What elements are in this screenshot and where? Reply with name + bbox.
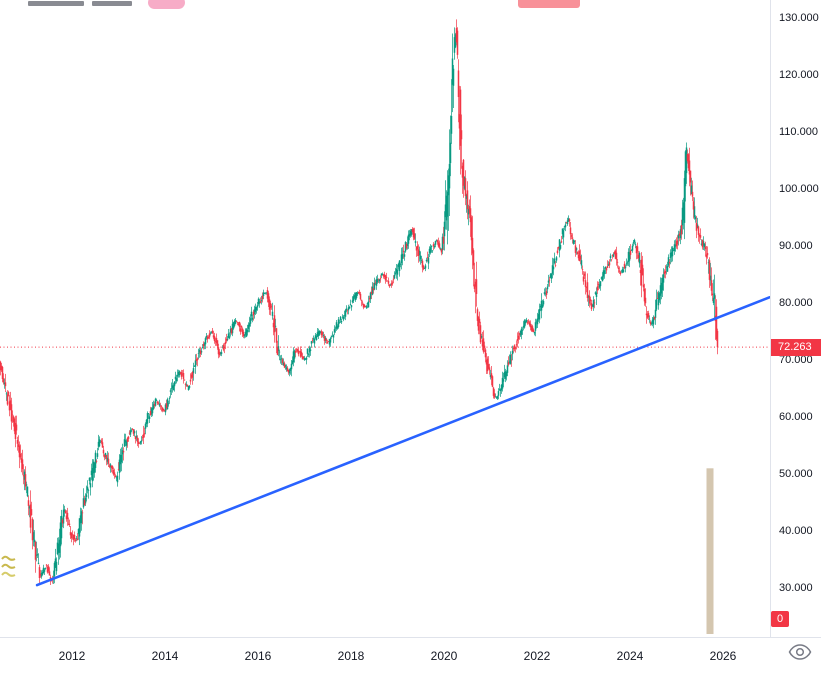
price-tick: 70.000 [779, 354, 813, 366]
price-tick: 50.000 [779, 468, 813, 480]
price-tick: 60.000 [779, 411, 813, 423]
price-axis[interactable]: 130.000 120.000 110.000 100.000 90.000 80.000… [770, 0, 821, 637]
clipped-legend-badge [148, 0, 185, 9]
price-tick: 90.000 [779, 240, 813, 252]
price-tick: 110.000 [779, 126, 818, 138]
price-tick: 80.000 [779, 297, 813, 309]
up-wicks [4, 27, 715, 584]
watermark-logo [1, 555, 16, 577]
up-bodies [3, 34, 716, 578]
eye-icon[interactable] [786, 641, 814, 665]
time-tick: 2022 [523, 649, 551, 663]
highlight-bar [706, 468, 714, 634]
candlestick-chart[interactable] [0, 0, 770, 637]
time-tick: 2020 [430, 649, 458, 663]
last-price-badge: 72.263 [771, 338, 821, 356]
time-tick: 2016 [244, 649, 272, 663]
time-tick: 2012 [58, 649, 86, 663]
time-tick: 2024 [616, 649, 644, 663]
price-tick: 130.000 [779, 12, 819, 24]
price-tick: 100.000 [779, 183, 819, 195]
clipped-legend-text [92, 1, 132, 6]
clipped-symbol-legend [0, 0, 770, 14]
clipped-legend-value [518, 0, 580, 8]
trendline [35, 295, 770, 587]
time-tick: 2018 [337, 649, 365, 663]
down-bodies [0, 28, 719, 582]
time-tick: 2026 [709, 649, 737, 663]
time-axis[interactable]: 2012 2014 2016 2018 2020 2022 2024 2026 [0, 637, 821, 678]
down-wicks [0, 19, 718, 585]
time-tick: 2014 [151, 649, 179, 663]
clipped-legend-text [28, 1, 84, 6]
price-tick: 120.000 [779, 69, 819, 81]
zero-price-badge: 0 [771, 611, 789, 627]
price-tick: 30.000 [779, 582, 813, 594]
price-tick: 40.000 [779, 525, 813, 537]
